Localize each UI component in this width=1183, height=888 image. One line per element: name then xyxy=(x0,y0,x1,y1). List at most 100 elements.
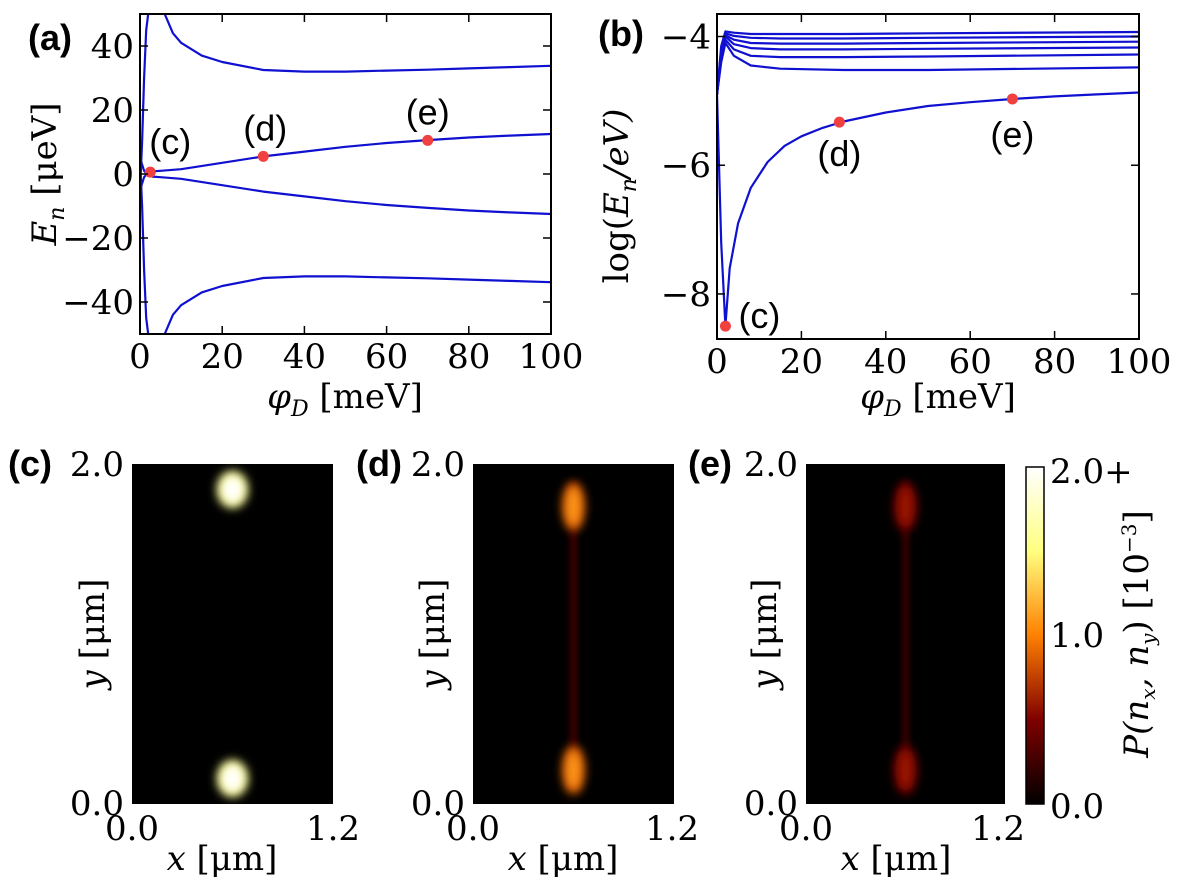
colorbar-label-exp: −3 xyxy=(1117,524,1141,553)
colorbar-tick-max: 2.0+ xyxy=(1050,452,1133,492)
panel-d-heatmap xyxy=(473,464,674,804)
marker-a-2 xyxy=(257,150,269,162)
panel-d-xtick-left: 0.0 xyxy=(446,809,500,849)
panel-label-d: (d) xyxy=(356,443,402,484)
xtick-label-a: 60 xyxy=(365,337,408,377)
ytick-label-b: −4 xyxy=(661,18,711,58)
panel-c: (c) 2.0 0.0 0.0 1.2 x [μm] y [μm] xyxy=(8,443,360,879)
panel-label-c: (c) xyxy=(8,443,52,484)
panel-b-xlabel: φD [meV] xyxy=(860,377,1016,422)
marker-a-3 xyxy=(422,134,434,146)
ytick-label-a: 20 xyxy=(91,91,134,131)
ytick-label-b: −8 xyxy=(661,275,711,315)
heatmap-blob-e-1 xyxy=(898,486,913,527)
panel-e-ylabel-unit: [μm] xyxy=(745,579,785,671)
panel-d-xlabel-main: x xyxy=(508,839,527,879)
marker-b-3 xyxy=(1006,93,1018,105)
panel-e-xtick-left: 0.0 xyxy=(779,809,833,849)
panel-b-xlabel-sub: D xyxy=(883,397,902,422)
panel-a-ylabel-unit: [μeV] xyxy=(25,102,65,206)
colorbar-label-main: P(n xyxy=(1117,700,1157,759)
heatmap-blob-c-1 xyxy=(221,475,244,504)
heatmap-wire-e xyxy=(901,481,910,787)
panel-e-xlabel-unit: [μm] xyxy=(860,839,952,879)
xtick-label-b: 0 xyxy=(706,342,728,382)
panel-a-ylabel-main: E xyxy=(25,221,65,247)
heatmap-background-c xyxy=(132,464,333,804)
xtick-label-a: 0 xyxy=(129,337,151,377)
series-line-b-7 xyxy=(717,30,1139,95)
xtick-label-b: 80 xyxy=(1033,342,1076,382)
ytick-label-a: −40 xyxy=(62,283,134,323)
colorbar-label-sub1: x xyxy=(1136,688,1160,699)
series-line-a-6 xyxy=(163,275,551,334)
panel-a-xlabel-sub: D xyxy=(290,397,309,422)
panel-e-heatmap xyxy=(806,464,1005,804)
panel-a-ylabel-sub: n xyxy=(45,207,70,221)
panel-e-ytick-top: 2.0 xyxy=(744,445,798,485)
ytick-label-a: −20 xyxy=(62,219,134,259)
heatmap-blob-d-1 xyxy=(566,486,581,527)
heatmap-blob-d-2 xyxy=(566,750,581,790)
series-line-b-1 xyxy=(717,91,1139,328)
panel-b-ylabel: log(En/eV) xyxy=(597,109,642,284)
xtick-label-b: 60 xyxy=(949,342,992,382)
panel-c-xlabel: x [μm] xyxy=(167,839,278,879)
panel-c-xlabel-unit: [μm] xyxy=(186,839,278,879)
panel-c-ylabel-unit: [μm] xyxy=(73,579,113,671)
colorbar-tick-min: 0.0 xyxy=(1050,787,1104,827)
panel-d-ylabel-unit: [μm] xyxy=(413,579,453,671)
series-line-b-2 xyxy=(717,41,1139,95)
xtick-label-a: 100 xyxy=(519,337,584,377)
panel-b-xlabel-unit: [meV] xyxy=(902,377,1016,417)
panel-a-xlabel-unit: [meV] xyxy=(309,377,423,417)
panel-e-ylabel-main: y xyxy=(745,669,785,691)
panel-e-ytick-bottom: 0.0 xyxy=(744,784,798,824)
marker-label-b-3: (e) xyxy=(990,114,1034,155)
panel-a-xlabel: φD [meV] xyxy=(267,377,423,422)
panel-a-lines xyxy=(140,14,551,334)
panel-b-markers: (c) (d) (e) xyxy=(719,93,1034,336)
marker-label-b-2: (d) xyxy=(817,133,861,174)
heatmap-blob-e-2 xyxy=(898,750,913,790)
panel-b-frame xyxy=(716,13,1140,340)
panel-b-x-ticks: 0 20 40 60 80 100 xyxy=(706,14,1171,382)
panel-d-ylabel-main: y xyxy=(413,669,453,691)
marker-label-b-1: (c) xyxy=(738,295,780,336)
marker-label-a-2: (d) xyxy=(243,107,287,148)
marker-label-a-1: (c) xyxy=(149,121,191,162)
series-line-a-1 xyxy=(140,14,150,191)
panel-c-xlabel-main: x xyxy=(167,839,186,879)
panel-label-b: (b) xyxy=(598,13,644,54)
panel-e-ylabel: y [μm] xyxy=(745,579,785,692)
colorbar-label-post: ) [10 xyxy=(1117,553,1157,634)
panel-c-heatmap xyxy=(132,464,333,804)
panel-b-ylabel-main: E xyxy=(597,192,637,218)
panel-d-xlabel-unit: [μm] xyxy=(527,839,619,879)
panel-d-ytick-bottom: 0.0 xyxy=(411,784,465,824)
colorbar-label-mid: , n xyxy=(1117,645,1157,689)
xtick-label-b: 40 xyxy=(864,342,907,382)
panel-c-ytick-top: 2.0 xyxy=(70,445,124,485)
heatmap-blob-c-2 xyxy=(221,764,244,793)
panel-d-ylabel: y [μm] xyxy=(413,579,453,692)
panel-b: (b) (c) (d) (e) 0 20 40 60 80 100 −4 −6 −8 φD [me… xyxy=(597,13,1171,422)
panel-b-ylabel-pre: log( xyxy=(597,217,637,283)
panel-a-markers: (c) (d) (e) xyxy=(144,91,450,178)
panel-c-xtick-right: 1.2 xyxy=(306,809,360,849)
panel-c-ytick-bottom: 0.0 xyxy=(70,784,124,824)
panel-b-ylabel-sub: n xyxy=(617,178,642,192)
ytick-label-a: 40 xyxy=(91,27,134,67)
xtick-label-b: 100 xyxy=(1107,342,1172,382)
ytick-label-a: 0 xyxy=(112,155,134,195)
panel-d: (d) 2.0 0.0 0.0 1.2 x [μm] y [μm] xyxy=(356,443,699,879)
xtick-label-a: 40 xyxy=(283,337,326,377)
panel-e-xlabel-main: x xyxy=(841,839,860,879)
marker-b-1 xyxy=(719,320,731,332)
colorbar-tick-mid: 1.0 xyxy=(1050,616,1104,656)
xtick-label-b: 20 xyxy=(780,342,823,382)
panel-a-frame xyxy=(139,13,552,335)
panel-c-ylabel-main: y xyxy=(73,669,113,691)
ytick-label-b: −6 xyxy=(661,146,711,186)
